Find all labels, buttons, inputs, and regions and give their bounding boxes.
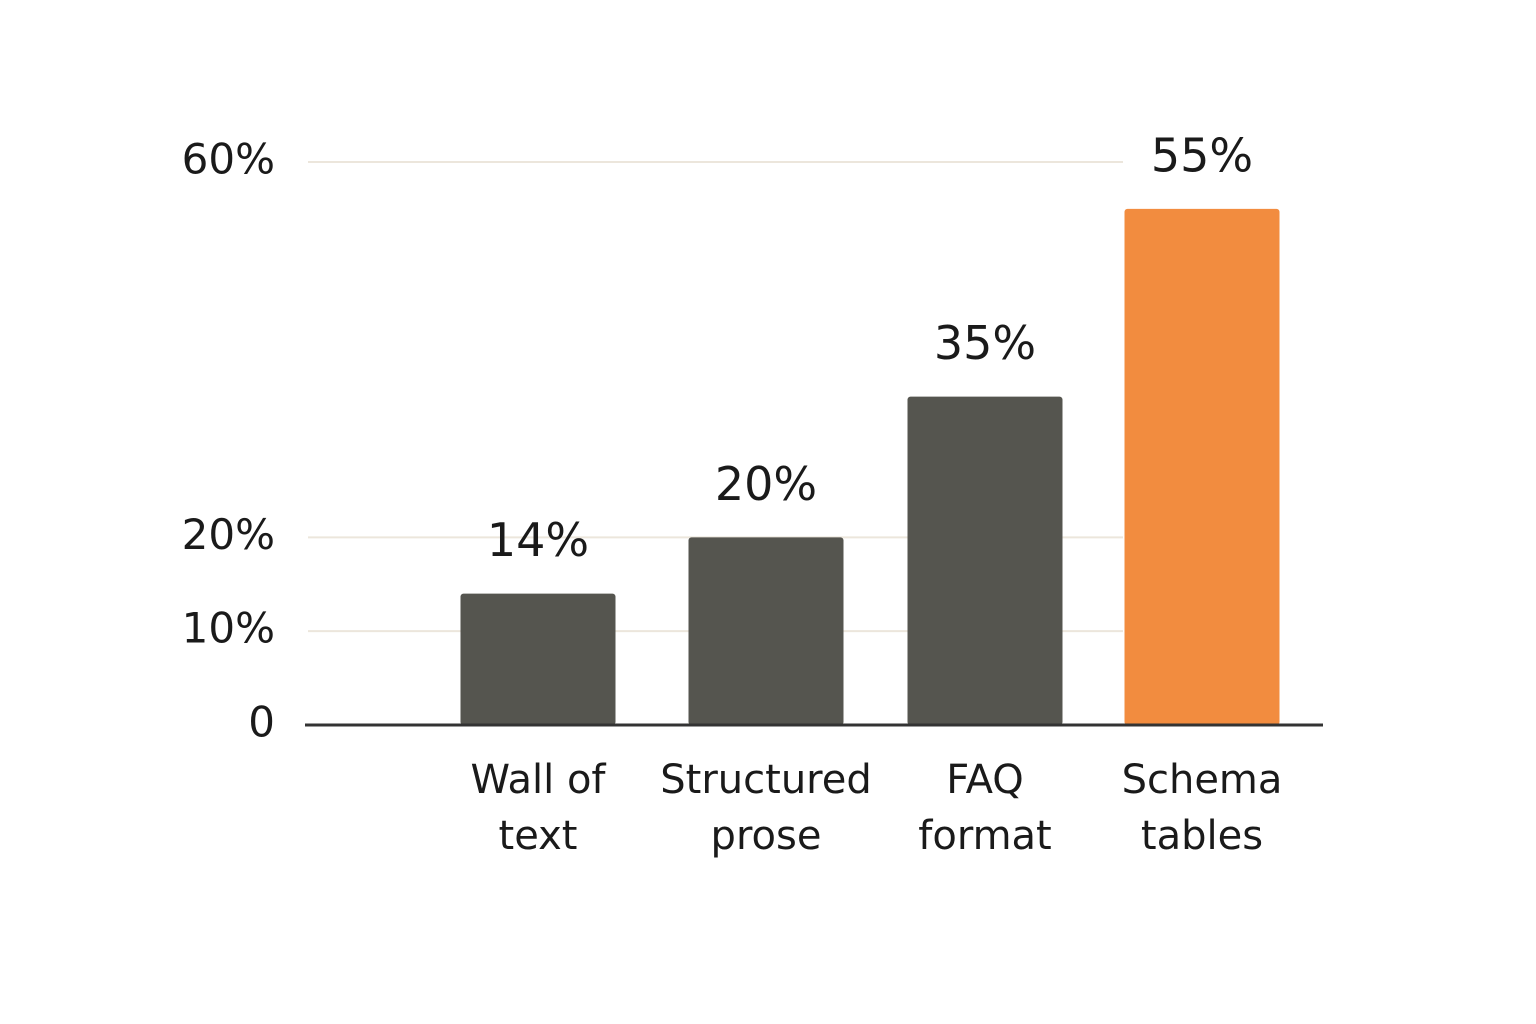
value-label: 20% [715,457,817,511]
x-tick-label: Wall of text [470,757,606,859]
x-tick-label: Schema tables [1121,757,1283,859]
x-tick-label: FAQ format [918,757,1052,859]
value-label: 35% [934,316,1036,370]
bar [907,396,1063,725]
bar [1124,208,1280,725]
y-tick-label: 60% [182,135,275,184]
bar [688,537,844,725]
y-tick-label: 0 [248,698,275,747]
value-label: 14% [487,513,589,567]
bar [460,593,616,725]
y-tick-label: 20% [182,510,275,559]
x-tick-label: Structured prose [660,757,872,859]
y-tick-label: 10% [182,604,275,653]
value-label: 55% [1151,128,1253,182]
